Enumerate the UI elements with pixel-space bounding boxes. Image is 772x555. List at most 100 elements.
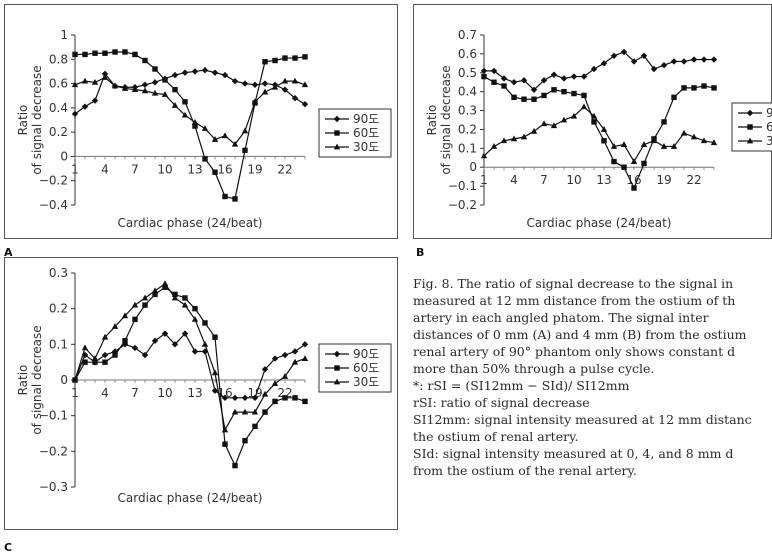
data-point <box>171 102 179 108</box>
data-point <box>241 127 249 134</box>
legend-marker <box>333 115 341 123</box>
data-point <box>192 305 198 312</box>
x-tick-label: 13 <box>187 386 202 400</box>
legend-marker <box>334 365 340 371</box>
caption-line: more than 50% through a pulse cycle. <box>413 361 655 376</box>
data-point <box>91 355 99 361</box>
data-point <box>221 71 229 79</box>
x-tick-label: 19 <box>247 162 262 176</box>
data-point <box>81 344 89 351</box>
data-point <box>142 57 148 64</box>
data-point <box>71 376 79 383</box>
y-tick-label: −0.2 <box>39 174 68 188</box>
data-point <box>560 116 568 123</box>
data-point <box>660 62 668 69</box>
x-tick-label: 4 <box>101 162 109 176</box>
data-point <box>141 351 149 359</box>
data-point <box>291 77 299 84</box>
data-point <box>272 57 278 64</box>
data-point <box>162 284 168 290</box>
data-point <box>111 82 119 89</box>
y-axis-label: Ratio <box>425 105 439 136</box>
data-point <box>232 462 238 469</box>
x-tick-label: 16 <box>626 173 641 187</box>
x-tick-label: 22 <box>686 173 701 187</box>
legend-label: 30도 <box>353 375 379 389</box>
data-point <box>212 334 218 340</box>
data-point <box>610 52 618 59</box>
data-point <box>72 51 78 58</box>
data-point <box>301 355 309 361</box>
panel-letter-b: B <box>416 246 425 259</box>
y-tick-label: −0.4 <box>39 198 68 212</box>
data-point <box>132 51 138 58</box>
data-point <box>92 359 98 365</box>
y-tick-label: −0.3 <box>39 480 68 494</box>
data-point <box>630 58 638 65</box>
data-point <box>192 123 198 129</box>
data-point <box>102 50 108 56</box>
data-point <box>590 112 598 119</box>
series-line <box>74 282 306 432</box>
data-point <box>262 59 268 65</box>
y-tick-label: 0 <box>60 149 68 163</box>
data-point <box>151 337 159 344</box>
data-point <box>261 88 269 95</box>
data-point <box>222 193 228 200</box>
x-axis-label: Cardiac phase (24/beat) <box>527 216 672 230</box>
data-point <box>181 69 189 76</box>
y-tick-label: −0.2 <box>39 444 68 458</box>
chart-panel-b: 0.7 0.6 0.5 0.4 0.3 0.2 0.1 0 −0.1 −0.2 1 4 7 10 13 16 1… <box>413 4 772 239</box>
data-point <box>540 120 548 127</box>
data-point <box>710 56 718 63</box>
data-point <box>142 302 148 308</box>
data-point <box>141 87 149 94</box>
data-point <box>232 196 238 202</box>
legend-marker <box>746 109 754 117</box>
series-line <box>75 51 306 200</box>
data-point <box>161 280 169 287</box>
data-point <box>570 112 578 119</box>
data-point <box>581 92 587 99</box>
data-point <box>101 351 109 359</box>
data-point <box>691 85 697 91</box>
data-point <box>132 316 138 323</box>
data-point <box>172 86 178 93</box>
data-point <box>81 103 89 110</box>
data-point <box>231 77 239 85</box>
x-tick-label: 10 <box>157 386 172 400</box>
data-point <box>500 137 508 144</box>
data-point <box>241 80 249 87</box>
data-point <box>490 67 498 75</box>
data-point <box>281 77 289 84</box>
data-point <box>521 96 527 102</box>
y-tick-label: 0.2 <box>458 122 477 136</box>
legend-marker <box>333 378 341 385</box>
data-point <box>191 348 199 355</box>
data-point <box>271 380 279 386</box>
legend-marker <box>746 137 754 144</box>
data-point <box>291 348 299 355</box>
legend-label: 90도 <box>353 347 379 361</box>
data-point <box>690 56 698 63</box>
y-tick-label: 0 <box>469 160 477 174</box>
data-point <box>151 287 159 294</box>
data-point <box>520 133 528 140</box>
legend-label: 9 <box>766 106 772 120</box>
data-point <box>680 58 688 65</box>
data-point <box>151 89 159 96</box>
data-point <box>152 291 158 298</box>
data-point <box>141 294 149 301</box>
legend-label: 60도 <box>353 361 379 375</box>
data-point <box>700 56 708 63</box>
data-point <box>201 340 209 347</box>
data-point <box>262 409 268 415</box>
data-point <box>281 86 289 93</box>
data-point <box>302 54 308 60</box>
data-point <box>222 441 228 447</box>
legend-label: 6 <box>766 120 772 134</box>
data-point <box>261 366 269 373</box>
data-point <box>231 140 239 147</box>
data-point <box>182 99 188 105</box>
data-point <box>71 81 79 88</box>
